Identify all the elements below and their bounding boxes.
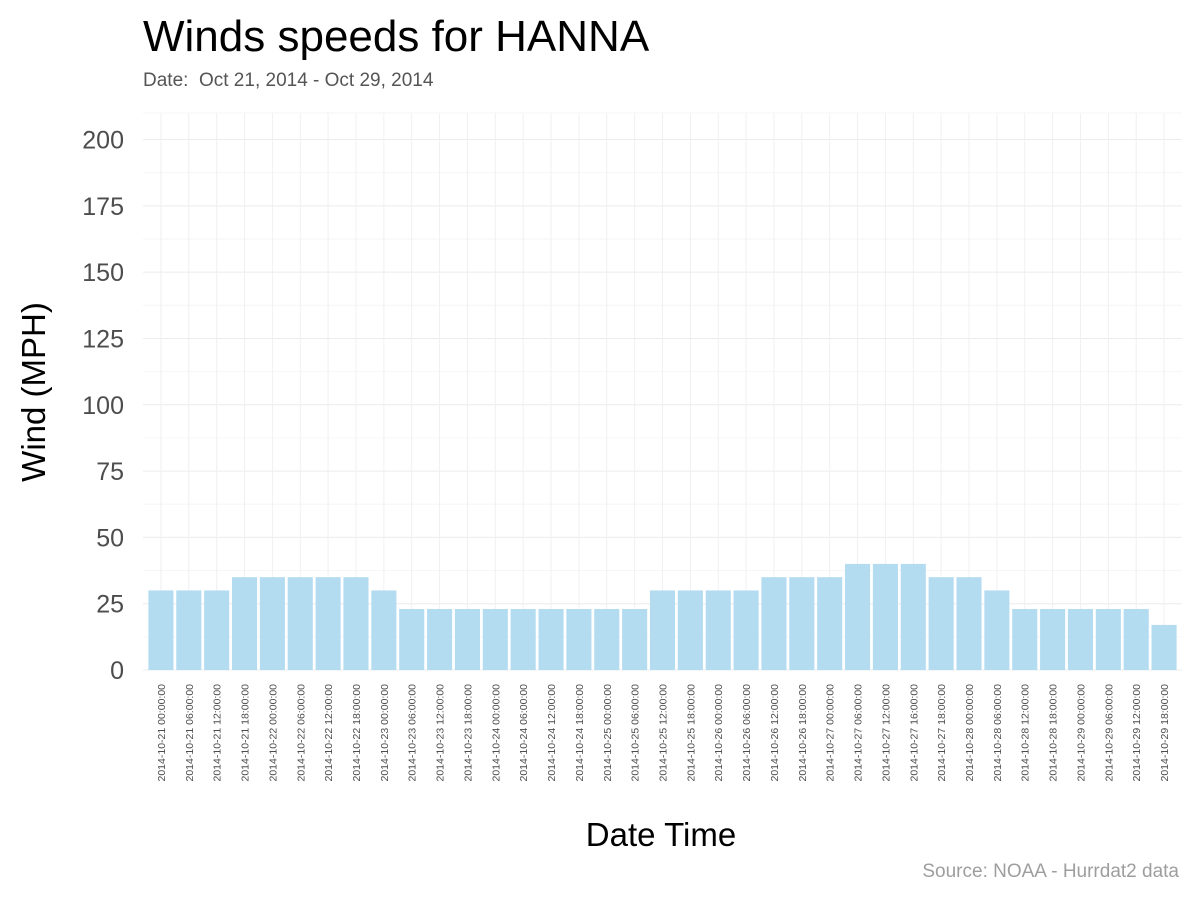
bar [594, 608, 620, 670]
bar [622, 608, 648, 670]
bar [677, 590, 703, 670]
bar [817, 577, 843, 670]
bar [733, 590, 759, 670]
bar [761, 577, 787, 670]
y-tick-label: 25 [96, 591, 124, 619]
bar [845, 563, 871, 670]
bar [287, 577, 313, 670]
bar [427, 608, 453, 670]
bar [204, 590, 230, 670]
bar [259, 577, 285, 670]
bar [538, 608, 564, 670]
bar [176, 590, 202, 670]
bar [1012, 608, 1038, 670]
y-tick-label: 75 [96, 458, 124, 486]
x-tick-label: 2014-10-22 06:00:00 [295, 684, 307, 782]
bar [900, 563, 926, 670]
x-tick-label: 2014-10-21 12:00:00 [212, 684, 224, 782]
x-tick-label: 2014-10-22 12:00:00 [323, 684, 335, 782]
bar [705, 590, 731, 670]
x-tick-label: 2014-10-29 00:00:00 [1075, 684, 1087, 782]
bar [1095, 608, 1121, 670]
y-tick-label: 100 [82, 392, 124, 420]
x-tick-label: 2014-10-25 06:00:00 [630, 684, 642, 782]
x-tick-label: 2014-10-22 00:00:00 [267, 684, 279, 782]
x-tick-label: 2014-10-27 12:00:00 [880, 684, 892, 782]
chart-title: Winds speeds for HANNA [143, 12, 650, 61]
x-tick-label: 2014-10-23 12:00:00 [435, 684, 447, 782]
bar [510, 608, 536, 670]
bar [148, 590, 174, 670]
x-tick-label: 2014-10-28 18:00:00 [1048, 684, 1060, 782]
x-tick-label: 2014-10-27 00:00:00 [825, 684, 837, 782]
bar [343, 577, 369, 670]
y-tick-label: 50 [96, 524, 124, 552]
bar [1067, 608, 1094, 670]
grid-lines [143, 112, 1182, 671]
bar [1151, 624, 1177, 670]
bar [231, 577, 258, 670]
bar [1123, 608, 1149, 670]
x-tick-label: 2014-10-27 16:00:00 [908, 684, 920, 782]
bar [649, 590, 676, 670]
x-tick-label: 2014-10-26 12:00:00 [769, 684, 781, 782]
x-tick-label: 2014-10-29 06:00:00 [1103, 684, 1115, 782]
x-tick-label: 2014-10-29 12:00:00 [1131, 684, 1143, 782]
x-tick-label: 2014-10-25 12:00:00 [658, 684, 670, 782]
x-tick-label: 2014-10-29 18:00:00 [1159, 684, 1171, 782]
x-tick-label: 2014-10-22 18:00:00 [351, 684, 363, 782]
bar [956, 577, 982, 670]
bar [482, 608, 508, 670]
x-tick-label: 2014-10-28 00:00:00 [964, 684, 976, 782]
y-tick-label: 175 [82, 193, 124, 221]
bars [148, 563, 1177, 670]
bar [399, 608, 425, 670]
x-tick-label: 2014-10-27 18:00:00 [936, 684, 948, 782]
x-tick-label: 2014-10-28 12:00:00 [1020, 684, 1032, 782]
bar [566, 608, 592, 670]
bar [928, 577, 954, 670]
x-tick-label: 2014-10-28 06:00:00 [992, 684, 1004, 782]
x-tick-label: 2014-10-23 00:00:00 [379, 684, 391, 782]
chart-caption: Source: NOAA - Hurrdat2 data [922, 861, 1179, 882]
y-tick-label: 125 [82, 325, 124, 353]
y-axis-title: Wind (MPH) [15, 302, 52, 482]
x-tick-label: 2014-10-27 06:00:00 [853, 684, 865, 782]
x-tick-label: 2014-10-23 06:00:00 [407, 684, 419, 782]
y-axis-ticks: 0 25 50 75 100 125 150 175 200 [82, 127, 124, 685]
x-tick-label: 2014-10-26 06:00:00 [741, 684, 753, 782]
x-tick-label: 2014-10-23 18:00:00 [462, 684, 474, 782]
x-tick-label: 2014-10-24 18:00:00 [574, 684, 586, 782]
bar [315, 577, 341, 670]
x-tick-label: 2014-10-24 06:00:00 [518, 684, 530, 782]
x-tick-label: 2014-10-26 00:00:00 [713, 684, 725, 782]
x-tick-label: 2014-10-25 18:00:00 [685, 684, 697, 782]
x-tick-label: 2014-10-25 00:00:00 [602, 684, 614, 782]
chart-subtitle: Date: Oct 21, 2014 - Oct 29, 2014 [143, 70, 434, 91]
bar [789, 577, 815, 670]
x-tick-label: 2014-10-24 00:00:00 [490, 684, 502, 782]
x-tick-label: 2014-10-26 18:00:00 [797, 684, 809, 782]
x-tick-label: 2014-10-24 12:00:00 [546, 684, 558, 782]
bar [1040, 608, 1066, 670]
x-tick-label: 2014-10-21 00:00:00 [156, 684, 168, 782]
x-tick-label: 2014-10-21 18:00:00 [240, 684, 252, 782]
bar [984, 590, 1010, 670]
bar [872, 563, 898, 670]
bar [454, 608, 480, 670]
bar [371, 590, 397, 670]
x-tick-label: 2014-10-21 06:00:00 [184, 684, 196, 782]
x-axis-ticks: 2014-10-21 00:00:00 2014-10-21 06:00:00 20… [156, 684, 1171, 782]
y-tick-label: 200 [82, 127, 124, 155]
y-tick-label: 150 [82, 259, 124, 287]
y-tick-label: 0 [110, 657, 124, 685]
x-axis-title: Date Time [586, 816, 736, 853]
